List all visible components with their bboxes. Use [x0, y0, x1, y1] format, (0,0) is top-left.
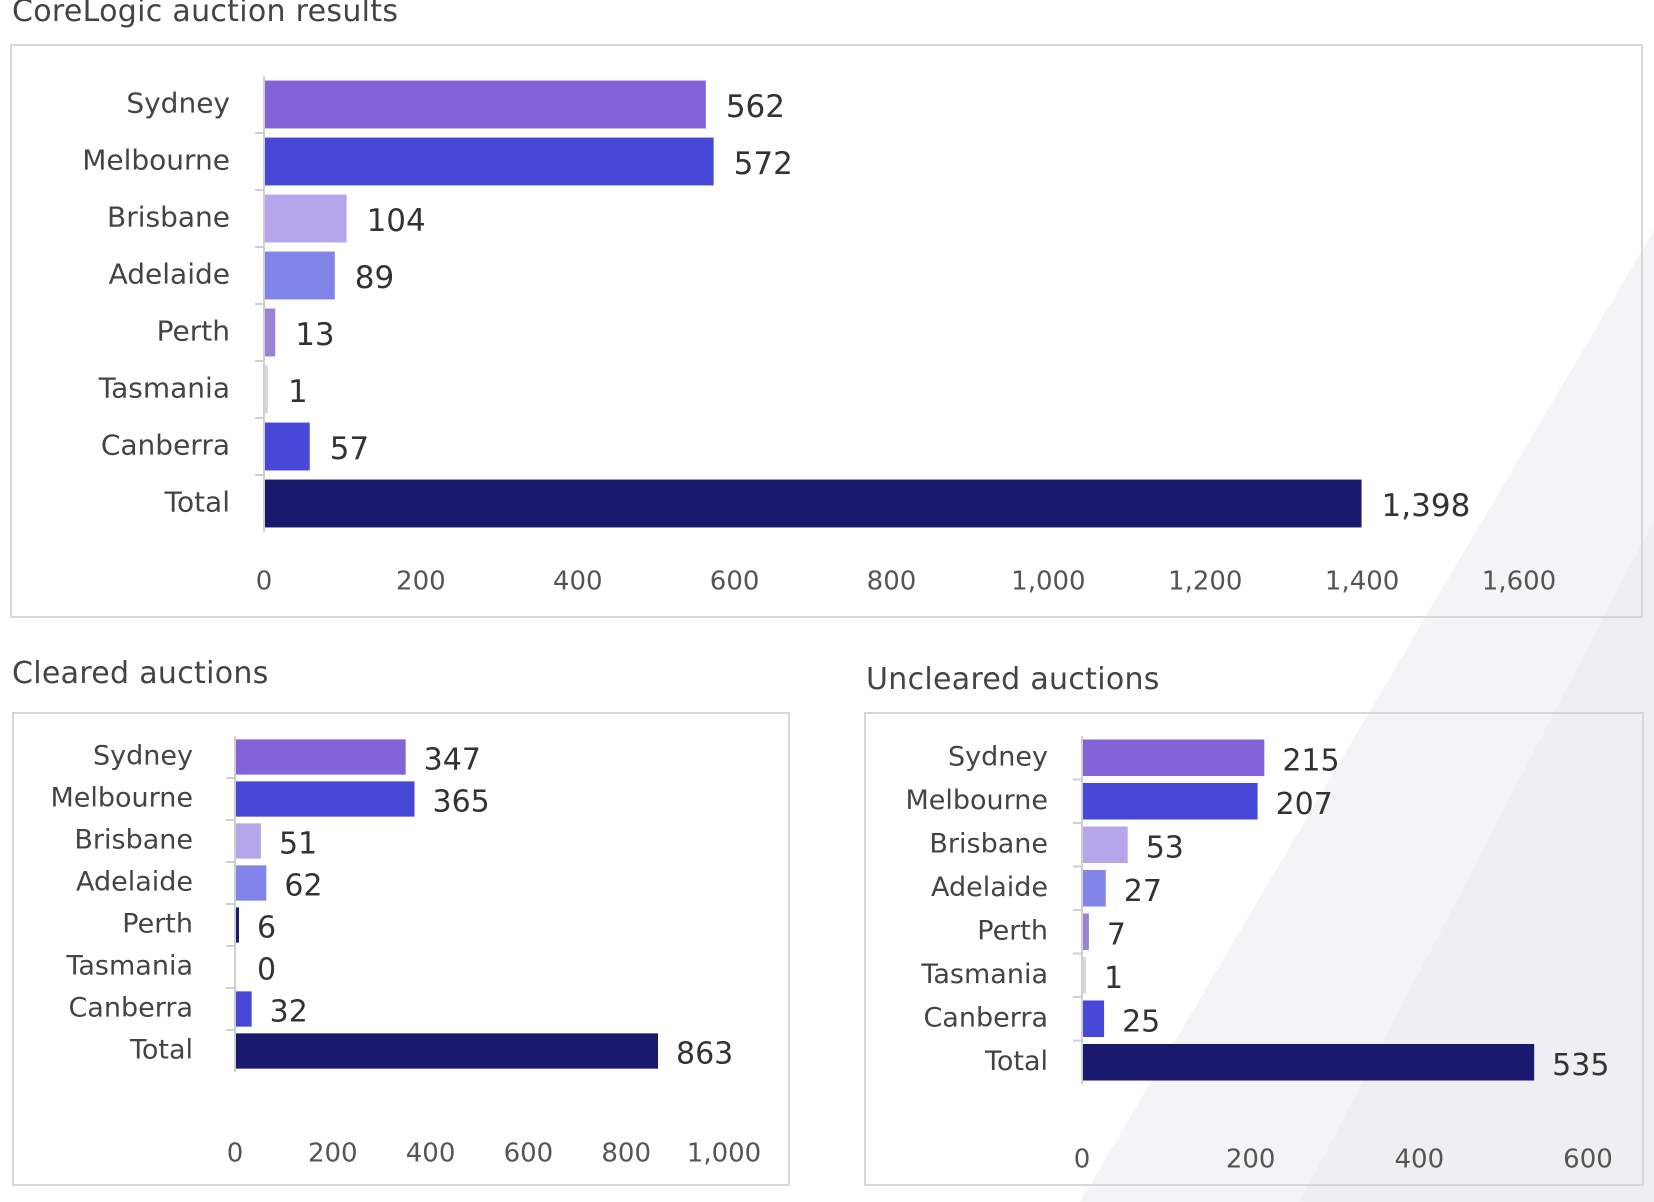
chart-title-cleared: Cleared auctions	[12, 656, 269, 691]
uncleared-bar-adelaide	[1083, 869, 1106, 907]
chart-title-uncleared: Uncleared auctions	[866, 662, 1160, 697]
uncleared-value-label-melbourne: 207	[1276, 787, 1333, 822]
chart-title-auction-results: CoreLogic auction results	[12, 0, 399, 29]
uncleared-bar-tasmania	[1083, 956, 1086, 994]
cleared-value-label-canberra: 32	[270, 995, 308, 1030]
uncleared-category-label-brisbane: Brisbane	[929, 828, 1048, 859]
cleared-category-label-sydney: Sydney	[93, 741, 193, 772]
cleared-category-label-total: Total	[129, 1035, 193, 1066]
uncleared-category-label-melbourne: Melbourne	[905, 785, 1048, 816]
cleared-category-label-tasmania: Tasmania	[65, 951, 193, 982]
cleared-value-label-tasmania: 0	[257, 953, 276, 988]
cleared-category-label-canberra: Canberra	[68, 993, 193, 1024]
uncleared-value-label-canberra: 25	[1122, 1004, 1160, 1039]
chart-panel-auction-results: Sydney 562 Melbourne 572 Brisbane 104 Adelaide…	[10, 44, 1643, 618]
uncleared-category-label-sydney: Sydney	[948, 741, 1048, 772]
auction-results-value-label-sydney: 562	[726, 89, 785, 125]
auction-results-category-label-adelaide: Adelaide	[109, 258, 230, 291]
cleared-x-tick-label-0: 0	[227, 1139, 244, 1169]
uncleared-category-label-total: Total	[984, 1046, 1048, 1077]
auction-results-x-tick-label-1-400: 1,400	[1325, 567, 1399, 597]
cleared-value-label-brisbane: 51	[279, 827, 317, 862]
auction-results-category-label-total: Total	[164, 486, 230, 519]
cleared-bar-perth	[236, 907, 239, 943]
uncleared-value-label-perth: 7	[1107, 917, 1126, 952]
cleared-x-tick-label-400: 400	[406, 1139, 456, 1169]
uncleared-category-label-tasmania: Tasmania	[920, 959, 1048, 990]
cleared-bar-melbourne	[236, 781, 415, 817]
uncleared-category-label-perth: Perth	[977, 915, 1048, 946]
auction-results-value-label-adelaide: 89	[355, 260, 394, 296]
uncleared-value-label-tasmania: 1	[1104, 961, 1123, 996]
auction-results-category-label-perth: Perth	[157, 315, 230, 348]
cleared-bar-sydney	[236, 739, 406, 775]
cleared-bar-adelaide	[236, 865, 267, 901]
auction-results-category-label-sydney: Sydney	[126, 87, 230, 120]
uncleared-bar-canberra	[1083, 1000, 1105, 1038]
cleared-x-tick-label-200: 200	[308, 1139, 358, 1169]
cleared-x-tick-label-1-000: 1,000	[687, 1139, 761, 1169]
auction-results-x-tick-label-0: 0	[256, 567, 273, 597]
uncleared-x-tick-label-400: 400	[1395, 1145, 1445, 1175]
cleared-value-label-sydney: 347	[424, 743, 481, 778]
uncleared-bar-sydney	[1083, 739, 1265, 777]
auction-results-category-label-melbourne: Melbourne	[82, 144, 230, 177]
bar-chart-cleared: Sydney 347 Melbourne 365 Brisbane 51 Adelaide 6…	[50, 736, 761, 1169]
uncleared-bar-total	[1083, 1043, 1535, 1081]
auction-results-x-tick-label-200: 200	[396, 567, 446, 597]
bar-chart-uncleared: Sydney 215 Melbourne 207 Brisbane 53 Adelaide 2…	[905, 736, 1613, 1175]
auction-results-bar-sydney	[265, 80, 706, 129]
cleared-value-label-melbourne: 365	[432, 785, 489, 820]
auction-results-bar-perth	[265, 308, 276, 357]
uncleared-bar-perth	[1083, 913, 1089, 951]
uncleared-value-label-sydney: 215	[1282, 743, 1339, 778]
auction-results-bar-total	[265, 479, 1362, 528]
auction-results-x-tick-label-1-600: 1,600	[1482, 567, 1556, 597]
cleared-value-label-adelaide: 62	[284, 869, 322, 904]
auction-results-category-label-canberra: Canberra	[101, 429, 230, 462]
auction-results-value-label-canberra: 57	[330, 431, 369, 467]
cleared-value-label-perth: 6	[257, 911, 276, 946]
bar-chart-auction-results: Sydney 562 Melbourne 572 Brisbane 104 Adelaide…	[82, 76, 1556, 597]
uncleared-bar-melbourne	[1083, 782, 1258, 820]
uncleared-x-tick-label-200: 200	[1226, 1145, 1276, 1175]
uncleared-value-label-brisbane: 53	[1146, 830, 1184, 865]
auction-results-x-tick-label-1-000: 1,000	[1011, 567, 1085, 597]
cleared-category-label-melbourne: Melbourne	[50, 783, 193, 814]
uncleared-x-tick-label-600: 600	[1563, 1145, 1613, 1175]
cleared-category-label-adelaide: Adelaide	[76, 867, 193, 898]
auction-results-x-tick-label-600: 600	[710, 567, 760, 597]
auction-results-bar-tasmania	[265, 365, 268, 414]
auction-results-category-label-tasmania: Tasmania	[98, 372, 230, 405]
auction-results-bar-brisbane	[265, 194, 347, 243]
auction-results-value-label-brisbane: 104	[367, 203, 426, 239]
auction-results-bar-canberra	[265, 422, 310, 471]
uncleared-bar-brisbane	[1083, 826, 1128, 864]
auction-results-x-tick-label-400: 400	[553, 567, 603, 597]
auction-results-value-label-total: 1,398	[1382, 488, 1471, 524]
cleared-bar-brisbane	[236, 823, 261, 859]
uncleared-category-label-canberra: Canberra	[923, 1002, 1048, 1033]
auction-results-x-tick-label-800: 800	[867, 567, 917, 597]
auction-results-value-label-tasmania: 1	[288, 374, 308, 410]
cleared-bar-total	[236, 1033, 659, 1069]
uncleared-x-tick-label-0: 0	[1074, 1145, 1091, 1175]
chart-panel-uncleared: Sydney 215 Melbourne 207 Brisbane 53 Adelaide 2…	[864, 712, 1644, 1186]
cleared-category-label-brisbane: Brisbane	[74, 825, 193, 856]
auction-results-value-label-melbourne: 572	[734, 146, 793, 182]
uncleared-category-label-adelaide: Adelaide	[931, 872, 1048, 903]
auction-results-bar-adelaide	[265, 251, 335, 300]
auction-results-category-label-brisbane: Brisbane	[107, 201, 230, 234]
uncleared-value-label-total: 535	[1552, 1048, 1609, 1083]
cleared-x-tick-label-800: 800	[601, 1139, 651, 1169]
auction-results-x-tick-label-1-200: 1,200	[1168, 567, 1242, 597]
chart-panel-cleared: Sydney 347 Melbourne 365 Brisbane 51 Adelaide 6…	[12, 712, 790, 1186]
cleared-bar-canberra	[236, 991, 252, 1027]
uncleared-value-label-adelaide: 27	[1124, 874, 1162, 909]
cleared-value-label-total: 863	[676, 1037, 733, 1072]
cleared-x-tick-label-600: 600	[504, 1139, 554, 1169]
cleared-category-label-perth: Perth	[122, 909, 193, 940]
auction-results-bar-melbourne	[265, 137, 714, 186]
auction-results-value-label-perth: 13	[295, 317, 334, 353]
